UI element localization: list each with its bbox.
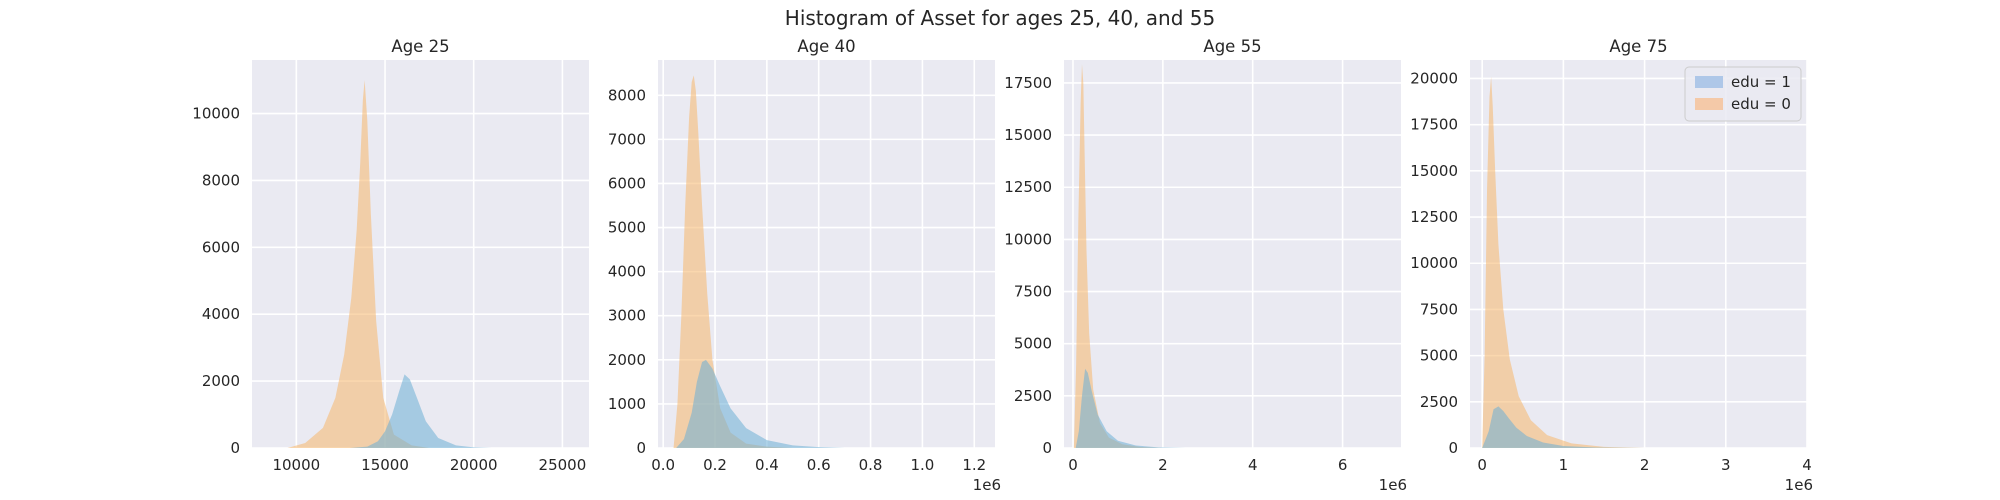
y-tick-label: 7000: [608, 130, 646, 148]
x-tick-label: 0.0: [651, 456, 675, 474]
panel-title: Age 75: [1609, 37, 1667, 56]
x-tick-label: 2: [1640, 456, 1650, 474]
series-area-edu0: [673, 75, 793, 448]
x-tick-label: 0: [1477, 456, 1487, 474]
x-tick-label: 15000: [361, 456, 409, 474]
y-tick-label: 4000: [608, 263, 646, 281]
x-tick-label: 10000: [272, 456, 320, 474]
y-tick-label: 5000: [608, 219, 646, 237]
x-tick-label: 0: [1068, 456, 1078, 474]
y-tick-label: 2500: [1014, 387, 1052, 405]
y-tick-label: 17500: [1410, 116, 1458, 134]
x-tick-label: 0.2: [703, 456, 727, 474]
x-tick-label: 0.8: [859, 456, 883, 474]
y-tick-label: 12500: [1410, 208, 1458, 226]
y-tick-label: 15000: [1004, 126, 1052, 144]
plot-area: [1064, 60, 1401, 448]
y-tick-label: 7500: [1420, 300, 1458, 318]
x-tick-label: 2: [1158, 456, 1168, 474]
y-tick-label: 20000: [1410, 69, 1458, 87]
plot-area: [252, 60, 589, 448]
series-area-edu1: [349, 374, 492, 448]
x-tick-label: 1.0: [910, 456, 934, 474]
series-area-edu1: [676, 359, 845, 448]
panel-3: 0 2 4 6 0 2500 5000 7500 10000 12500 15000 17500 Age…: [1004, 37, 1407, 494]
series-group: [1073, 64, 1186, 448]
y-tick-label: 6000: [608, 174, 646, 192]
y-tick-label: 5000: [1014, 335, 1052, 353]
panel-4: 0 1 2 3 4 0 2500 5000 7500 10000 12500 15000 17500 20…: [1410, 37, 1813, 494]
x-offset-label: 1e6: [973, 476, 1001, 494]
x-tick-label: 20000: [450, 456, 498, 474]
series-area-edu1: [1482, 406, 1645, 448]
legend-swatch: [1695, 98, 1723, 110]
x-tick-label: 4: [1248, 456, 1258, 474]
y-tick-label: 0: [636, 439, 646, 457]
panel-2: 0.0 0.2 0.4 0.6 0.8 1.0 1.2 0 1000 2000 3000 4000 50…: [608, 37, 1001, 494]
y-tick-label: 15000: [1410, 162, 1458, 180]
legend: edu = 1 edu = 0: [1684, 66, 1802, 122]
y-tick-label: 3000: [608, 307, 646, 325]
x-tick-label: 3: [1721, 456, 1731, 474]
panels: 10000 15000 20000 2500002000400060008000100…: [192, 37, 1813, 494]
y-tick-label: 2000: [202, 372, 240, 390]
x-tick-label: 1.2: [962, 456, 986, 474]
y-tick-label: 4000: [202, 305, 240, 323]
y-tick-label: 17500: [1004, 74, 1052, 92]
y-tick-label: 5000: [1420, 347, 1458, 365]
x-offset-label: 1e6: [1379, 476, 1407, 494]
y-tick-label: 0: [1042, 439, 1052, 457]
y-tick-label: 0: [1448, 439, 1458, 457]
y-tick-label: 10000: [1004, 230, 1052, 248]
x-tick-label: 6: [1338, 456, 1348, 474]
x-tick-label: 1: [1559, 456, 1569, 474]
y-tick-label: 7500: [1014, 283, 1052, 301]
x-tick-label: 0.4: [755, 456, 779, 474]
panel-title: Age 55: [1203, 37, 1261, 56]
x-tick-label: 25000: [539, 456, 587, 474]
series-area-edu0: [287, 80, 430, 448]
y-tick-label: 8000: [202, 171, 240, 189]
legend-label: edu = 0: [1731, 95, 1791, 113]
legend-swatch: [1695, 76, 1723, 88]
y-tick-label: 2500: [1420, 393, 1458, 411]
figure-title: Histogram of Asset for ages 25, 40, and …: [785, 6, 1215, 30]
x-tick-label: 4: [1802, 456, 1812, 474]
y-tick-label: 10000: [192, 105, 240, 123]
series-group: [287, 80, 492, 448]
series-group: [673, 75, 845, 448]
y-tick-label: 0: [230, 439, 240, 457]
x-tick-label: 0.6: [807, 456, 831, 474]
series-group: [1482, 76, 1645, 448]
panel-title: Age 25: [391, 37, 449, 56]
y-tick-label: 12500: [1004, 178, 1052, 196]
panel-title: Age 40: [797, 37, 855, 56]
panel-1: 10000 15000 20000 25000 0 2000 4000 6000 8000 100…: [192, 37, 589, 474]
y-tick-label: 10000: [1410, 254, 1458, 272]
y-tick-label: 1000: [608, 395, 646, 413]
y-tick-label: 6000: [202, 238, 240, 256]
series-area-edu1: [1075, 368, 1186, 448]
y-tick-label: 2000: [608, 351, 646, 369]
legend-label: edu = 1: [1731, 73, 1791, 91]
x-offset-label: 1e6: [1785, 476, 1813, 494]
y-tick-label: 8000: [608, 86, 646, 104]
